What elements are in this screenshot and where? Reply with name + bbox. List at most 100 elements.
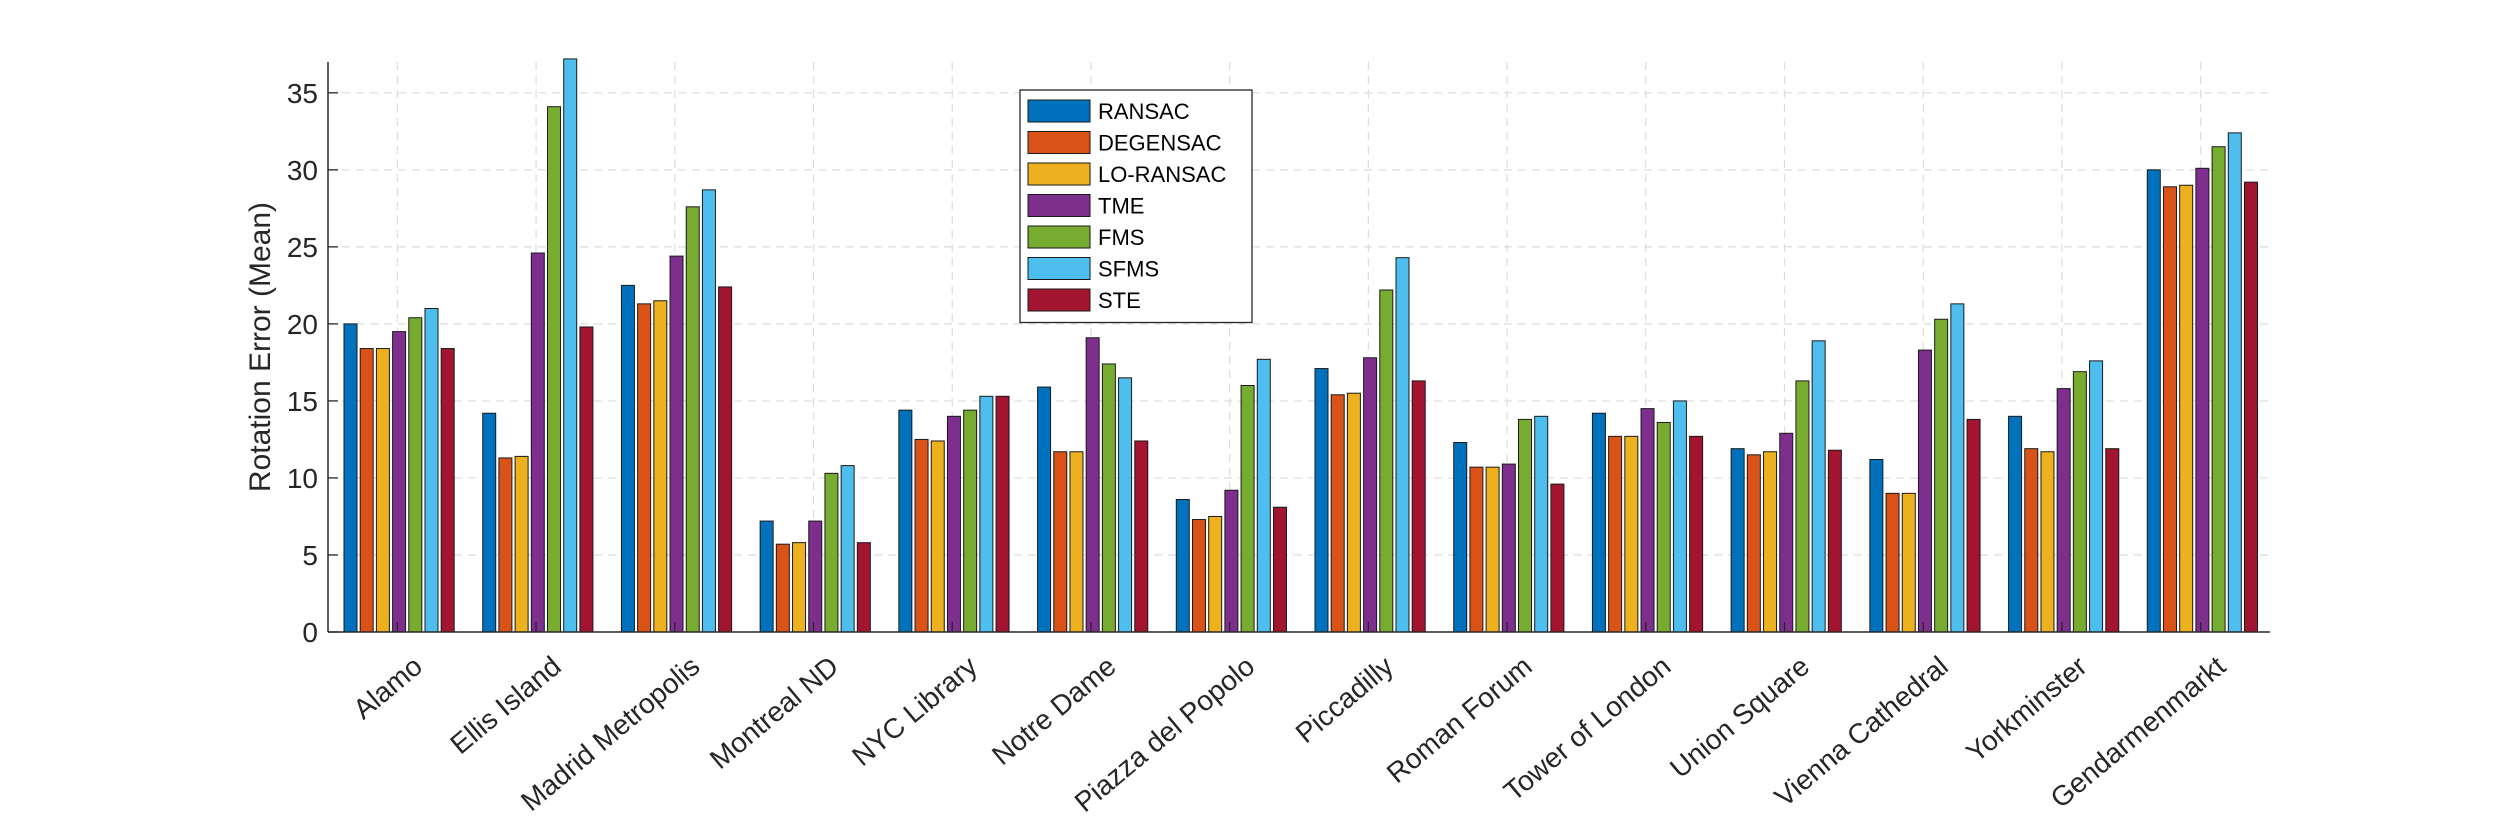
bar-fms-9 — [1656, 421, 1671, 633]
bar-degensac-5 — [1053, 451, 1068, 633]
bar-fms-0 — [408, 317, 423, 633]
bar-lo-ransac-5 — [1069, 451, 1084, 633]
bar-degensac-9 — [1608, 435, 1623, 633]
bar-tme-0 — [392, 331, 407, 633]
bar-lo-ransac-0 — [375, 348, 390, 633]
y-axis-title: Rotation Error (Mean) — [244, 202, 277, 492]
bar-ransac-10 — [1730, 448, 1745, 633]
legend-swatch-sfms — [1027, 257, 1091, 280]
y-tick-label: 15 — [287, 386, 318, 417]
bar-sfms-7 — [1395, 257, 1410, 633]
bar-lo-ransac-4 — [930, 440, 945, 633]
bar-sfms-5 — [1118, 377, 1133, 633]
bar-sfms-0 — [424, 307, 439, 633]
bar-lo-ransac-9 — [1624, 435, 1639, 633]
bar-ransac-9 — [1591, 412, 1606, 633]
bar-ste-2 — [718, 286, 733, 633]
bar-ransac-8 — [1453, 442, 1468, 633]
bar-ransac-4 — [898, 409, 913, 633]
bar-lo-ransac-12 — [2040, 451, 2055, 633]
bars — [343, 58, 2258, 633]
bar-lo-ransac-1 — [514, 455, 529, 633]
bar-degensac-6 — [1191, 519, 1206, 633]
legend-swatch-ransac — [1027, 99, 1091, 123]
bar-lo-ransac-7 — [1346, 392, 1361, 633]
bar-degensac-12 — [2024, 448, 2039, 633]
bar-ransac-7 — [1314, 368, 1329, 633]
bar-degensac-7 — [1330, 394, 1345, 633]
bar-degensac-11 — [1885, 492, 1900, 633]
bar-fms-7 — [1379, 289, 1394, 633]
legend-swatch-ste — [1027, 288, 1091, 312]
bar-ste-0 — [440, 348, 455, 633]
bar-fms-10 — [1795, 380, 1810, 633]
bar-sfms-6 — [1256, 358, 1271, 633]
y-tick-label: 0 — [302, 617, 318, 648]
y-tick-label: 20 — [287, 309, 318, 340]
bar-lo-ransac-3 — [792, 542, 807, 633]
bar-tme-4 — [946, 415, 961, 633]
legend: RANSAC DEGENSAC LO-RANSAC TME FMS SFMS STE — [1019, 89, 1253, 324]
bar-sfms-3 — [840, 465, 855, 633]
bar-lo-ransac-10 — [1763, 451, 1778, 633]
bar-sfms-13 — [2227, 132, 2242, 633]
grid — [328, 62, 2270, 632]
y-tick-label: 5 — [302, 540, 318, 571]
bar-ransac-12 — [2008, 415, 2023, 633]
bar-fms-12 — [2072, 371, 2087, 633]
bar-ste-11 — [1966, 418, 1981, 633]
legend-label: TME — [1098, 194, 1144, 219]
bar-degensac-3 — [775, 543, 790, 633]
legend-swatch-degensac — [1027, 131, 1091, 154]
bar-sfms-9 — [1672, 400, 1687, 633]
bar-sfms-12 — [2089, 360, 2104, 633]
bar-degensac-4 — [914, 438, 929, 633]
y-tick-label: 25 — [287, 232, 318, 263]
bar-ransac-11 — [1869, 458, 1884, 633]
legend-label: DEGENSAC — [1098, 131, 1222, 156]
bar-fms-13 — [2211, 146, 2226, 633]
bar-ste-3 — [856, 542, 871, 633]
bar-tme-12 — [2056, 388, 2071, 633]
bar-ransac-6 — [1175, 499, 1190, 633]
bar-ste-9 — [1689, 435, 1704, 633]
bar-fms-6 — [1240, 385, 1255, 633]
bar-ste-6 — [1272, 506, 1287, 633]
bar-lo-ransac-11 — [1901, 492, 1916, 633]
bar-fms-4 — [963, 409, 978, 633]
bar-fms-3 — [824, 472, 839, 633]
bar-ste-4 — [995, 395, 1010, 633]
bar-degensac-0 — [359, 348, 374, 633]
bar-tme-10 — [1779, 432, 1794, 633]
bar-ransac-0 — [343, 323, 358, 633]
legend-label: RANSAC — [1098, 99, 1190, 124]
bar-tme-6 — [1224, 489, 1239, 633]
bar-fms-5 — [1101, 363, 1116, 633]
bar-lo-ransac-8 — [1485, 466, 1500, 633]
bar-sfms-10 — [1811, 340, 1826, 633]
legend-label: SFMS — [1098, 257, 1159, 282]
bar-ste-1 — [579, 326, 594, 633]
bar-sfms-11 — [1950, 303, 1965, 633]
bar-degensac-10 — [1746, 454, 1761, 633]
bar-degensac-8 — [1469, 466, 1484, 633]
bar-tme-1 — [530, 252, 545, 633]
y-tick-label: 10 — [287, 463, 318, 494]
bar-sfms-1 — [563, 58, 578, 633]
legend-swatch-lo-ransac — [1027, 162, 1091, 186]
bar-lo-ransac-13 — [2179, 184, 2194, 633]
bar-tme-13 — [2195, 167, 2210, 633]
y-tick-label: 30 — [287, 155, 318, 186]
bar-ste-10 — [1827, 449, 1842, 633]
bar-tme-11 — [1917, 349, 1932, 633]
bar-ste-12 — [2105, 448, 2120, 633]
y-tick-label: 35 — [287, 78, 318, 109]
bar-fms-1 — [547, 106, 562, 633]
bar-tme-5 — [1085, 337, 1100, 633]
bar-ste-7 — [1411, 380, 1426, 633]
bar-tme-8 — [1501, 463, 1516, 633]
legend-label: STE — [1098, 288, 1141, 313]
bar-fms-8 — [1518, 418, 1533, 633]
bar-ransac-3 — [759, 520, 774, 633]
